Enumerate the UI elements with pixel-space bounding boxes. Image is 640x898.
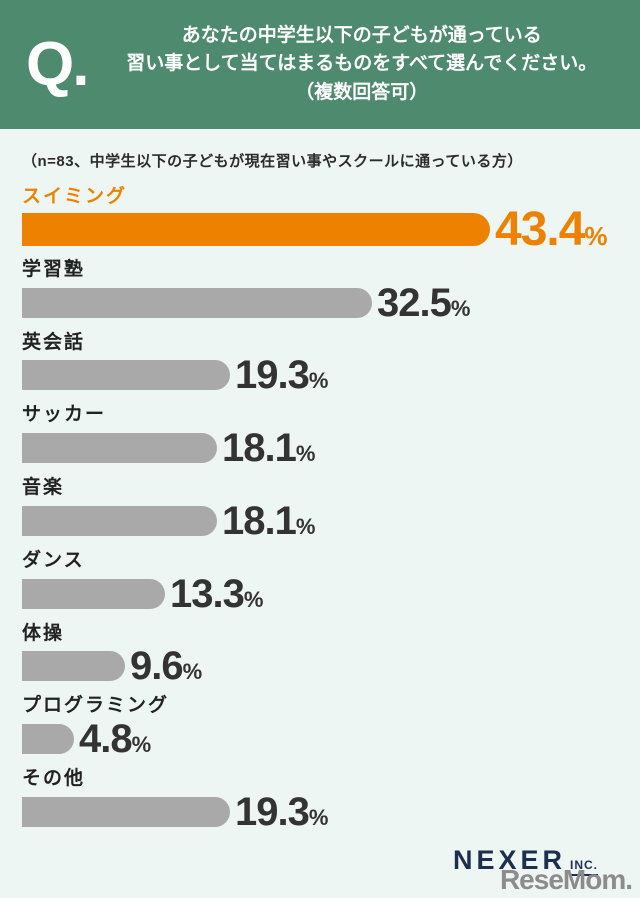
bar-track: 9.6% [22, 646, 640, 686]
sample-note: （n=83、中学生以下の子どもが現在習い事やスクールに通っている方） [22, 153, 523, 170]
percent-sign: % [584, 221, 608, 252]
bar-chart-row: サッカー 18.1% [22, 403, 640, 468]
value-label: 13.3% [170, 574, 264, 614]
bar-chart: スイミング 43.4% 学習塾 32.5% 英会話 19.3% サッカー [22, 185, 640, 832]
bar-track: 43.4% [22, 206, 640, 254]
category-label: スイミング [22, 186, 128, 207]
nexer-logo-suffix: INC. [570, 858, 598, 876]
category-label: その他 [22, 768, 86, 789]
bar-track: 19.3% [22, 355, 640, 395]
category-label: 音楽 [22, 477, 65, 498]
bar [22, 578, 165, 609]
bar [22, 213, 490, 247]
value-number: 19.3 [235, 789, 310, 834]
bar [22, 360, 230, 391]
value-number: 32.5 [377, 280, 452, 325]
category-label: 体操 [22, 622, 65, 644]
percent-sign: % [182, 659, 203, 685]
question-header: Q. あなたの中学生以下の子どもが通っている 習い事として当てはまるものをすべて… [0, 0, 640, 129]
bar-track: 18.1% [22, 428, 640, 468]
value-number: 18.1 [222, 498, 297, 543]
percent-sign: % [450, 295, 471, 321]
bar-chart-row: スイミング 43.4% [22, 185, 640, 254]
q-mark: Q. [26, 29, 89, 99]
bar [22, 433, 217, 463]
percent-sign: % [131, 732, 152, 757]
bar-chart-row: 体操 9.6% [22, 622, 640, 686]
value-label: 9.6% [130, 646, 203, 686]
percent-sign: % [308, 804, 329, 830]
value-number: 4.8 [79, 717, 133, 761]
percent-sign: % [308, 368, 329, 394]
bar-track: 13.3% [22, 574, 640, 614]
value-label: 43.4% [495, 206, 608, 254]
bar-chart-row: 学習塾 32.5% [22, 258, 640, 323]
bar-chart-row: 英会話 19.3% [22, 331, 640, 395]
bar-chart-row: ダンス 13.3% [22, 549, 640, 614]
percent-sign: % [295, 513, 316, 539]
category-label: プログラミング [22, 695, 170, 717]
bar-track: 4.8% [22, 719, 640, 759]
category-label: ダンス [22, 549, 85, 571]
category-label: サッカー [22, 404, 107, 426]
value-number: 43.4 [495, 203, 585, 257]
value-number: 19.3 [235, 353, 310, 398]
footer-logos: NEXER INC. ReseMom. [452, 845, 633, 895]
question-text: あなたの中学生以下の子どもが通っている 習い事として当てはまるものをすべて選んで… [101, 22, 622, 108]
question-line-2: 習い事として当てはまるものをすべて選んでください。 [126, 53, 598, 75]
bar-track: 18.1% [22, 501, 640, 541]
value-number: 13.3 [170, 571, 245, 616]
bar-track: 32.5% [22, 283, 640, 323]
bar-chart-row: その他 19.3% [22, 767, 640, 832]
bar [22, 651, 125, 682]
percent-sign: % [295, 441, 316, 466]
bar [22, 287, 372, 318]
value-number: 18.1 [222, 426, 297, 470]
percent-sign: % [243, 586, 264, 612]
category-label: 英会話 [22, 331, 86, 353]
value-label: 4.8% [79, 719, 152, 759]
bar-chart-row: 音楽 18.1% [22, 476, 640, 541]
bar-track: 19.3% [22, 792, 640, 832]
bar [22, 505, 217, 536]
nexer-logo: NEXER INC. [452, 845, 598, 876]
question-line-3: （複数回答可） [295, 81, 429, 103]
category-label: 学習塾 [22, 258, 86, 280]
value-label: 19.3% [235, 792, 329, 832]
value-number: 9.6 [130, 644, 184, 689]
bar [22, 796, 230, 827]
bar-chart-row: プログラミング 4.8% [22, 694, 640, 759]
question-line-1: あなたの中学生以下の子どもが通っている [181, 24, 542, 46]
value-label: 18.1% [222, 428, 316, 468]
value-label: 18.1% [222, 501, 316, 541]
resemom-logo: ReseMom. [499, 864, 633, 895]
bar [22, 724, 74, 754]
nexer-logo-text: NEXER [452, 845, 566, 875]
value-label: 19.3% [235, 355, 329, 395]
value-label: 32.5% [377, 283, 471, 323]
